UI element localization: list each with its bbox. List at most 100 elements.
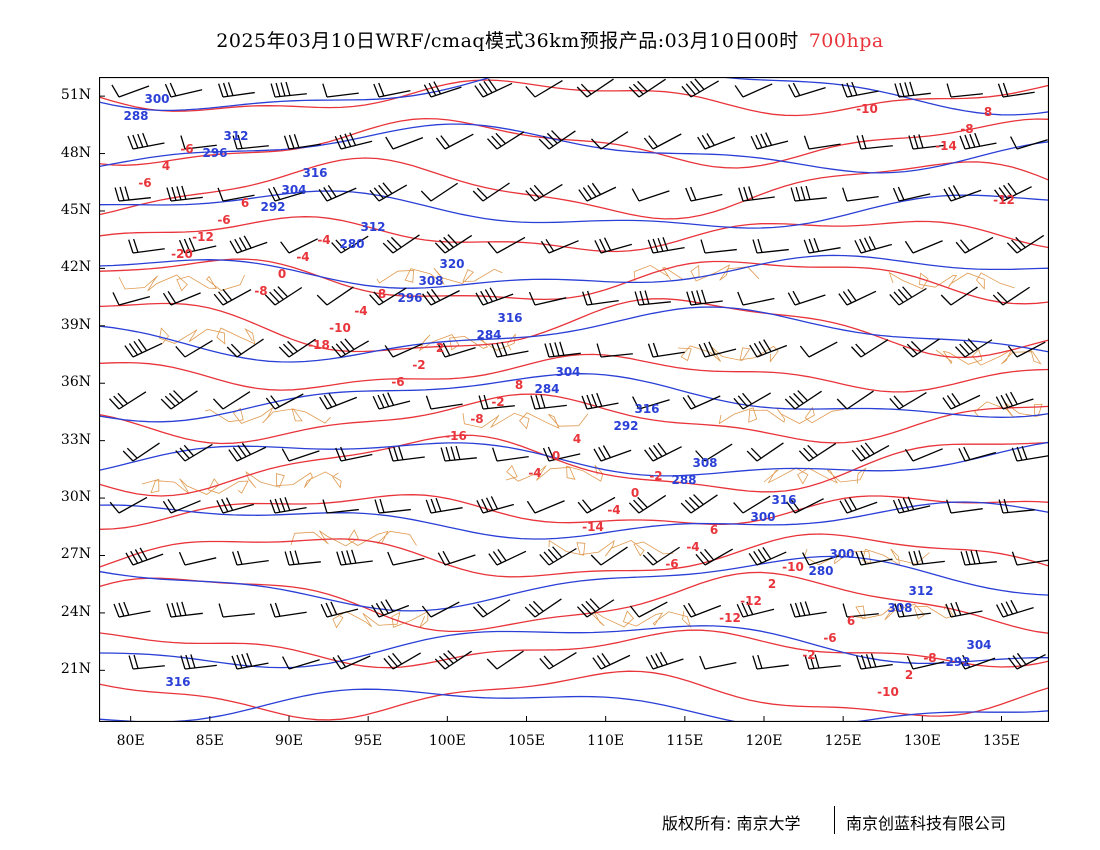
- wind-barb-flag: [760, 133, 768, 147]
- wind-barb-flag: [375, 602, 385, 616]
- wind-barb-flag: [752, 655, 758, 670]
- wind-barb-flag: [472, 190, 484, 202]
- wind-barb-flag: [902, 497, 910, 512]
- wind-barb-flag: [166, 187, 172, 202]
- wind-barb-flag: [657, 237, 664, 252]
- wind-barb-shaft: [392, 456, 425, 462]
- wind-barb-flag: [349, 132, 357, 146]
- wind-barb: [109, 496, 148, 514]
- wind-barb-flag: [179, 447, 190, 459]
- wind-barb: [112, 292, 151, 306]
- wind-barb-flag: [576, 86, 588, 98]
- wind-barb-shaft: [378, 287, 407, 306]
- wind-barb-shaft: [184, 557, 217, 566]
- wind-barb: [538, 130, 576, 150]
- wind-barb-shaft: [288, 143, 321, 150]
- wind-barb-shaft: [274, 191, 306, 202]
- wind-barb-flag: [650, 654, 659, 668]
- wind-barb-flag: [842, 187, 848, 202]
- wind-barb: [320, 601, 359, 618]
- wind-barb-flag: [690, 80, 701, 93]
- wind-barb-shaft: [742, 392, 772, 410]
- wind-barb-flag: [284, 551, 290, 566]
- wind-barb-shaft: [860, 145, 893, 150]
- wind-barb: [842, 187, 879, 202]
- wind-barb: [685, 186, 723, 202]
- wind-barb-flag: [287, 340, 298, 352]
- wind-barb-flag: [861, 134, 867, 149]
- wind-barb-shaft: [1016, 139, 1048, 150]
- wind-barb-flag: [994, 189, 1004, 202]
- wind-barb: [372, 392, 411, 410]
- wind-barb-flag: [741, 602, 749, 617]
- wind-barb-shaft: [326, 608, 359, 618]
- wind-barb: [736, 601, 775, 618]
- wind-barb: [683, 602, 722, 618]
- wind-barb-flag: [899, 602, 905, 617]
- temperature-contour: [99, 157, 1049, 220]
- wind-barb-flag: [369, 189, 380, 202]
- wind-barb: [231, 652, 269, 670]
- wind-barb: [166, 185, 203, 202]
- wind-barb-shaft: [808, 247, 841, 254]
- temperature-contour-label: 0: [631, 486, 639, 500]
- wind-barb-flag: [690, 186, 697, 201]
- wind-barb-flag: [280, 241, 290, 254]
- wind-barb-flag: [119, 186, 125, 201]
- wind-barb-shaft: [860, 558, 893, 566]
- wind-barb-flag: [955, 241, 966, 254]
- wind-barb-shaft: [742, 196, 775, 202]
- wind-barb-flag: [124, 186, 130, 201]
- wind-barb-flag: [805, 185, 811, 200]
- wind-barb-flag: [440, 447, 446, 462]
- wind-barb: [281, 448, 320, 462]
- wind-barb: [264, 286, 303, 306]
- wind-barb: [216, 497, 254, 514]
- wind-barb-flag: [559, 341, 565, 356]
- wind-barb-flag: [868, 236, 877, 250]
- wind-barb-flag: [232, 135, 238, 150]
- wind-barb-flag: [237, 444, 247, 458]
- wind-barb-flag: [273, 288, 284, 300]
- wind-barb-flag: [392, 652, 403, 665]
- temperature-contour-label: 6: [710, 523, 718, 537]
- wind-barb: [894, 81, 931, 98]
- wind-barb-flag: [434, 242, 446, 254]
- wind-barb: [434, 650, 472, 670]
- wind-barb-shaft: [964, 236, 994, 254]
- wind-barb-flag: [277, 286, 289, 298]
- wind-barb-flag: [142, 132, 149, 147]
- wind-barb-flag: [178, 551, 186, 566]
- map-frame: [99, 77, 1049, 722]
- wind-barb-shaft: [690, 604, 722, 618]
- wind-barb-shaft: [430, 182, 458, 202]
- boundary-line: [204, 407, 331, 424]
- wind-barb-flag: [542, 135, 554, 147]
- wind-barb-flag: [269, 291, 280, 303]
- temperature-contours: [99, 79, 1049, 721]
- wind-barb: [369, 182, 408, 202]
- wind-barb-flag: [478, 395, 484, 410]
- wind-barb-shaft: [964, 657, 996, 670]
- wind-barb-flag: [995, 396, 1004, 410]
- wind-barb-flag: [909, 81, 915, 96]
- wind-barb-flag: [753, 342, 763, 356]
- wind-barb-flag: [435, 497, 442, 512]
- wind-barb-flag: [185, 654, 191, 669]
- wind-barb-flag: [1010, 599, 1018, 613]
- wind-barb: [425, 497, 463, 514]
- wind-barb-flag: [485, 497, 494, 511]
- footer-copyright: 版权所有: 南京大学: [662, 814, 801, 833]
- lon-tick-label: 125E: [824, 733, 862, 749]
- wind-barb-shaft: [340, 453, 373, 462]
- wind-barb: [628, 494, 667, 514]
- wind-barb-flag: [808, 238, 815, 253]
- wind-barb: [581, 392, 619, 410]
- wind-barb-shaft: [704, 443, 733, 462]
- wind-barb-shaft: [184, 144, 217, 150]
- wind-barb-shaft: [1002, 286, 1030, 306]
- wind-barb: [889, 286, 927, 306]
- wind-barb-flag: [790, 499, 800, 512]
- wind-barb: [643, 133, 682, 150]
- wind-barb: [437, 550, 476, 566]
